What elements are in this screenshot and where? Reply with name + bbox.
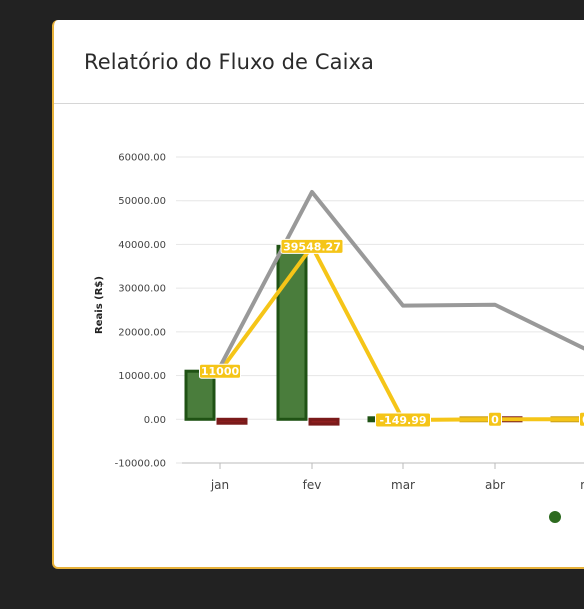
card-header: Relatório do Fluxo de Caixa [54, 20, 584, 104]
data-label: -149.99 [375, 412, 431, 428]
series-line-gray [218, 189, 584, 368]
y-tick-label: 60000.00 [118, 153, 166, 164]
y-tick-label: 30000.00 [118, 284, 166, 295]
y-tick-label: 50000.00 [118, 196, 166, 207]
x-tick-label: jan [210, 478, 229, 492]
legend-dot[interactable] [549, 511, 561, 523]
y-tick-label: 40000.00 [118, 240, 166, 251]
data-label: 0 [579, 411, 584, 427]
x-tick-label: m [580, 478, 584, 492]
data-label-bg [375, 412, 431, 428]
data-label-text: -149.99 [379, 414, 426, 427]
bar-expense [308, 417, 340, 426]
page-title: Relatório do Fluxo de Caixa [84, 49, 375, 74]
data-label-text: 11000 [201, 365, 240, 378]
bar-income [184, 369, 216, 421]
x-tick-label: fev [303, 478, 322, 492]
x-tick-label: abr [485, 478, 505, 492]
data-label: 0 [488, 411, 502, 427]
x-tick-label: mar [391, 478, 415, 492]
y-tick-label: 20000.00 [118, 327, 166, 338]
cash-flow-chart: 60000.00 50000.00 40000.00 30000.00 20000.00… [94, 153, 584, 492]
data-label-bg [579, 411, 584, 427]
y-tick-label: -10000.00 [115, 459, 166, 470]
y-tick-label: 10000.00 [118, 371, 166, 382]
data-label-bg [280, 238, 344, 254]
data-label-text: 0 [582, 413, 584, 426]
data-label-bg [199, 363, 241, 379]
data-label: 11000 [199, 363, 241, 379]
data-label-text: 39548.27 [283, 240, 341, 253]
data-label: 39548.27 [280, 238, 344, 254]
y-tick-label: 0.00 [144, 415, 166, 426]
series-line-yellow [218, 244, 584, 422]
bar-expense [216, 417, 248, 425]
cash-flow-card: Relatório do Fluxo de Caixa 60000.00 5000… [52, 20, 584, 569]
y-axis-label: Reais (R$) [94, 276, 105, 334]
data-label-text: 0 [491, 413, 499, 426]
data-label-bg [488, 411, 502, 427]
